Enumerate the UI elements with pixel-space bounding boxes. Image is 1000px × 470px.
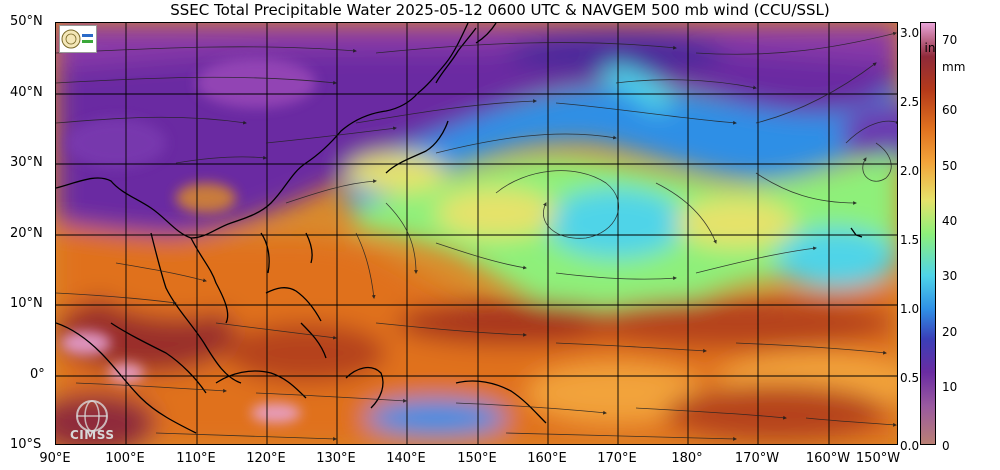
lat-label-20n: 20°N (10, 226, 43, 241)
wind-streamlines (56, 31, 897, 441)
lat-label-40n: 40°N (10, 85, 43, 100)
lat-label-50n: 50°N (10, 14, 43, 29)
colorbar-inch-tick-3-0: 3.0 (900, 26, 920, 40)
colorbar-mm-tick-0: 0 (942, 439, 950, 453)
colorbar-mm-tick-10: 10 (942, 380, 958, 394)
colorbar-inch-tick-1-0: 1.0 (900, 302, 920, 316)
colorbar-inch-unit: in (924, 41, 936, 55)
graticule (56, 23, 897, 444)
tpw-map-canvas (56, 23, 897, 444)
tpw-map (55, 22, 898, 445)
lon-label-130e: 130°E (316, 451, 356, 466)
colorbar-mm-tick-50: 50 (942, 159, 958, 173)
colorbar-inch-tick-0-0: 0.0 (900, 439, 920, 453)
colorbar-mm-unit: mm (942, 60, 966, 74)
lon-label-170e: 170°E (597, 451, 637, 466)
lon-label-100e: 100°E (105, 451, 145, 466)
lat-label-30n: 30°N (10, 155, 43, 170)
lon-label-90e: 90°E (39, 451, 71, 466)
ssec-logo (59, 25, 97, 53)
colorbar-mm-tick-40: 40 (942, 214, 958, 228)
cimss-logo (60, 396, 130, 442)
lon-label-150w: 150°W (855, 451, 901, 466)
lat-label-0: 0° (30, 367, 45, 382)
lon-label-140e: 140°E (386, 451, 426, 466)
colorbar-inch-tick-2-0: 2.0 (900, 164, 920, 178)
lon-label-170w: 170°W (734, 451, 780, 466)
ssec-seal-icon (61, 29, 93, 49)
lon-label-180: 180° (671, 451, 703, 466)
colorbar-mm-tick-70: 70 (942, 33, 958, 47)
cimss-globe-icon (76, 400, 108, 432)
lon-label-160w: 160°W (805, 451, 851, 466)
colorbar-inch-tick-1-5: 1.5 (900, 233, 920, 247)
colorbar-mm-tick-30: 30 (942, 269, 958, 283)
lon-label-160e: 160°E (527, 451, 567, 466)
colorbar-mm-tick-60: 60 (942, 103, 958, 117)
colorbar-inch-tick-0-5: 0.5 (900, 371, 920, 385)
colorbar-inch-tick-2-5: 2.5 (900, 95, 920, 109)
lon-label-110e: 110°E (176, 451, 216, 466)
lat-label-10n: 10°N (10, 296, 43, 311)
map-title: SSEC Total Precipitable Water 2025-05-12… (170, 1, 830, 19)
lat-label-10s: 10°S (10, 437, 42, 452)
lon-label-150e: 150°E (457, 451, 497, 466)
colorbar-mm-tick-20: 20 (942, 325, 958, 339)
colorbar (920, 22, 936, 445)
lon-label-120e: 120°E (246, 451, 286, 466)
moisture-detail (61, 58, 316, 423)
cimss-logo-text: CIMSS (70, 428, 115, 442)
